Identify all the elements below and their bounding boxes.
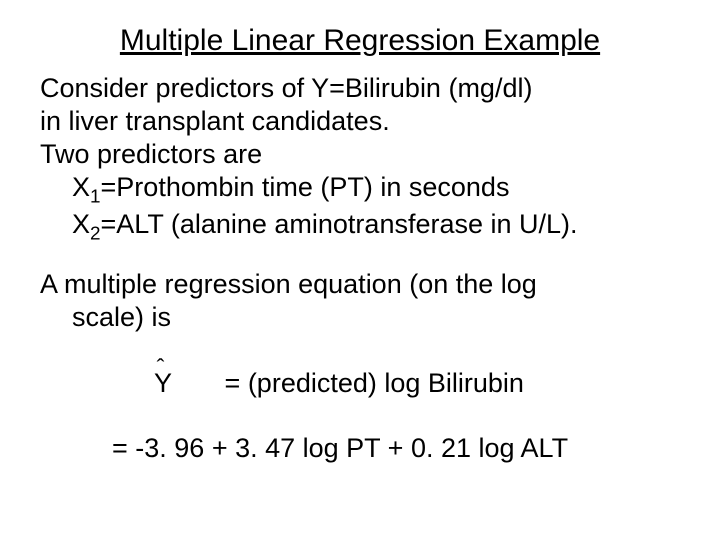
yhat-desc: = (predicted) log Bilirubin (225, 368, 524, 398)
slide-body: Consider predictors of Y=Bilirubin (mg/d… (40, 72, 680, 465)
p2-equation: = -3. 96 + 3. 47 log PT + 0. 21 log ALT (40, 432, 680, 465)
p2-line2: scale) is (40, 301, 680, 334)
x2-desc: =ALT (alanine aminotransferase in U/L). (101, 209, 578, 239)
paragraph-1: Consider predictors of Y=Bilirubin (mg/d… (40, 72, 680, 246)
x2-sub: 2 (90, 224, 101, 245)
paragraph-2: A multiple regression equation (on the l… (40, 268, 680, 466)
x1-var: X (72, 172, 90, 202)
p1-line1: Consider predictors of Y=Bilirubin (mg/d… (40, 72, 680, 105)
p1-line3: Two predictors are (40, 138, 680, 171)
yhat-gap (172, 368, 225, 398)
slide: Multiple Linear Regression Example Consi… (0, 0, 720, 540)
x1-sub: 1 (90, 186, 101, 207)
p1-x1: X1=Prothombin time (PT) in seconds (40, 171, 680, 208)
hat-mark: ˆ (157, 353, 165, 381)
p1-line2: in liver transplant candidates. (40, 105, 680, 138)
slide-title: Multiple Linear Regression Example (40, 24, 680, 58)
p2-yhat-line: ˆY = (predicted) log Bilirubin (40, 334, 680, 433)
y-hat-symbol: ˆY (154, 367, 172, 400)
x2-var: X (72, 209, 90, 239)
x1-desc: =Prothombin time (PT) in seconds (101, 172, 510, 202)
p1-x2: X2=ALT (alanine aminotransferase in U/L)… (40, 208, 680, 245)
p2-line1: A multiple regression equation (on the l… (40, 268, 680, 301)
